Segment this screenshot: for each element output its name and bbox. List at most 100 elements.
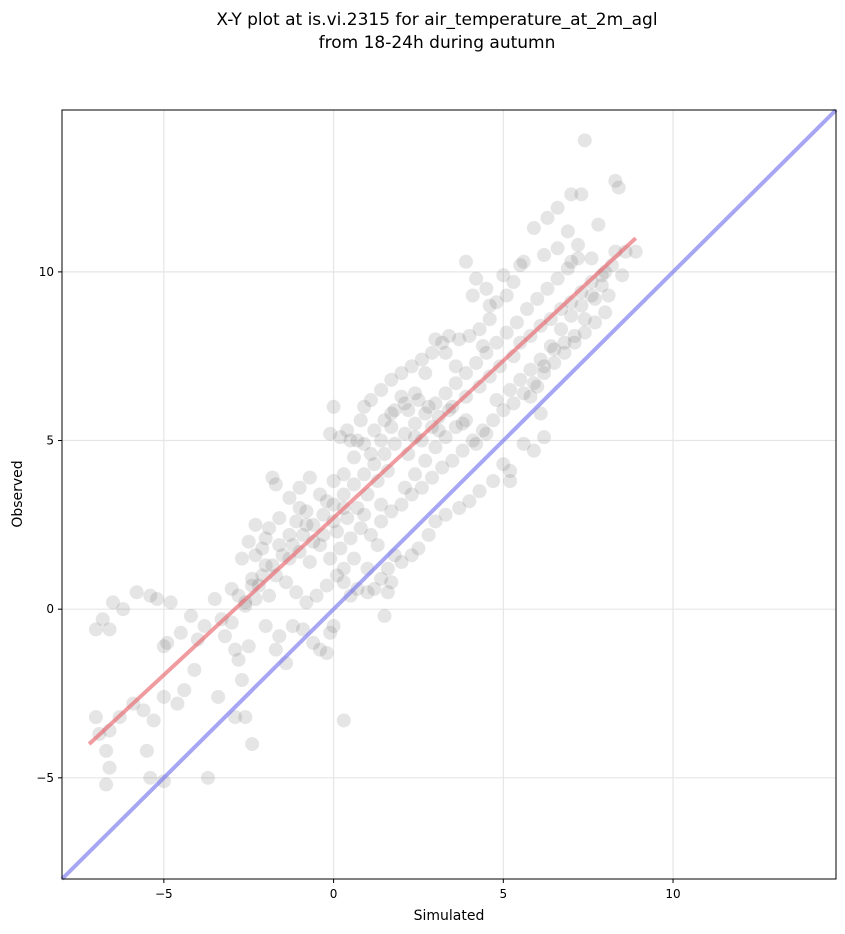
data-point bbox=[245, 737, 260, 752]
data-point bbox=[431, 423, 446, 438]
data-point bbox=[530, 379, 545, 394]
data-point bbox=[557, 345, 572, 360]
data-point bbox=[421, 399, 436, 414]
data-point bbox=[418, 406, 433, 421]
data-point bbox=[326, 619, 341, 634]
data-point bbox=[448, 376, 463, 391]
data-point bbox=[547, 355, 562, 370]
data-point bbox=[343, 588, 358, 603]
data-point bbox=[397, 396, 412, 411]
data-point bbox=[598, 305, 613, 320]
data-point bbox=[601, 288, 616, 303]
data-point bbox=[228, 710, 243, 725]
data-point bbox=[469, 436, 484, 451]
data-point bbox=[377, 608, 392, 623]
data-point bbox=[567, 335, 582, 350]
data-point bbox=[496, 268, 511, 283]
data-point bbox=[143, 770, 158, 785]
data-point bbox=[319, 578, 334, 593]
data-point bbox=[503, 474, 518, 489]
data-point bbox=[520, 301, 535, 316]
data-point bbox=[411, 393, 426, 408]
data-point bbox=[367, 423, 382, 438]
data-point bbox=[452, 500, 467, 515]
data-point bbox=[564, 254, 579, 269]
data-point bbox=[299, 504, 314, 519]
data-point bbox=[282, 527, 297, 542]
data-point bbox=[245, 571, 260, 586]
data-point bbox=[346, 450, 361, 465]
data-point bbox=[116, 602, 131, 617]
data-point bbox=[387, 436, 402, 451]
data-point bbox=[404, 548, 419, 563]
data-point bbox=[428, 440, 443, 455]
data-point bbox=[479, 426, 494, 441]
data-point bbox=[584, 251, 599, 266]
data-point bbox=[425, 345, 440, 360]
data-point bbox=[285, 619, 300, 634]
data-point bbox=[380, 585, 395, 600]
data-point bbox=[163, 595, 178, 610]
data-point bbox=[448, 420, 463, 435]
data-point bbox=[95, 612, 110, 627]
data-points bbox=[88, 133, 643, 792]
data-point bbox=[150, 592, 165, 607]
data-point bbox=[397, 426, 412, 441]
data-point bbox=[343, 531, 358, 546]
data-point bbox=[272, 538, 287, 553]
data-point bbox=[333, 541, 348, 556]
data-point bbox=[190, 632, 205, 647]
data-point bbox=[346, 551, 361, 566]
data-point bbox=[374, 497, 389, 512]
data-point bbox=[428, 332, 443, 347]
data-point bbox=[472, 379, 487, 394]
data-point bbox=[313, 487, 327, 502]
data-point bbox=[326, 399, 341, 414]
data-point bbox=[187, 662, 202, 677]
data-point bbox=[102, 760, 117, 775]
data-point bbox=[380, 463, 395, 478]
data-point bbox=[289, 514, 304, 529]
data-point bbox=[469, 355, 484, 370]
data-point bbox=[262, 521, 277, 536]
plot-frame bbox=[61, 109, 837, 880]
data-point bbox=[272, 511, 287, 526]
data-point bbox=[445, 453, 460, 468]
data-point bbox=[503, 463, 518, 478]
data-point bbox=[248, 517, 263, 532]
data-point bbox=[435, 335, 450, 350]
data-point bbox=[370, 538, 385, 553]
y-axis-label: Observed bbox=[10, 460, 26, 527]
data-point bbox=[404, 487, 419, 502]
data-point bbox=[377, 447, 392, 462]
data-point bbox=[377, 413, 392, 428]
data-point bbox=[615, 268, 630, 283]
data-point bbox=[374, 382, 389, 397]
data-point bbox=[224, 615, 239, 630]
data-point bbox=[516, 386, 531, 401]
data-point bbox=[302, 470, 317, 485]
data-point bbox=[513, 258, 528, 273]
data-point bbox=[435, 460, 450, 475]
data-point bbox=[557, 335, 572, 350]
data-point bbox=[537, 366, 552, 381]
data-point bbox=[421, 527, 436, 542]
data-point bbox=[384, 406, 399, 421]
data-point bbox=[486, 413, 501, 428]
data-point bbox=[591, 217, 606, 232]
data-point bbox=[88, 710, 103, 725]
data-point bbox=[88, 622, 103, 637]
data-point bbox=[486, 474, 501, 489]
data-point bbox=[282, 490, 297, 505]
data-point bbox=[384, 420, 399, 435]
data-point bbox=[197, 619, 212, 634]
data-point bbox=[336, 467, 351, 482]
data-point bbox=[299, 595, 314, 610]
data-point bbox=[360, 585, 375, 600]
data-point bbox=[587, 315, 602, 330]
data-point bbox=[489, 295, 504, 310]
data-point bbox=[268, 477, 283, 492]
data-point bbox=[489, 335, 504, 350]
data-point bbox=[340, 511, 355, 526]
data-point bbox=[129, 585, 144, 600]
